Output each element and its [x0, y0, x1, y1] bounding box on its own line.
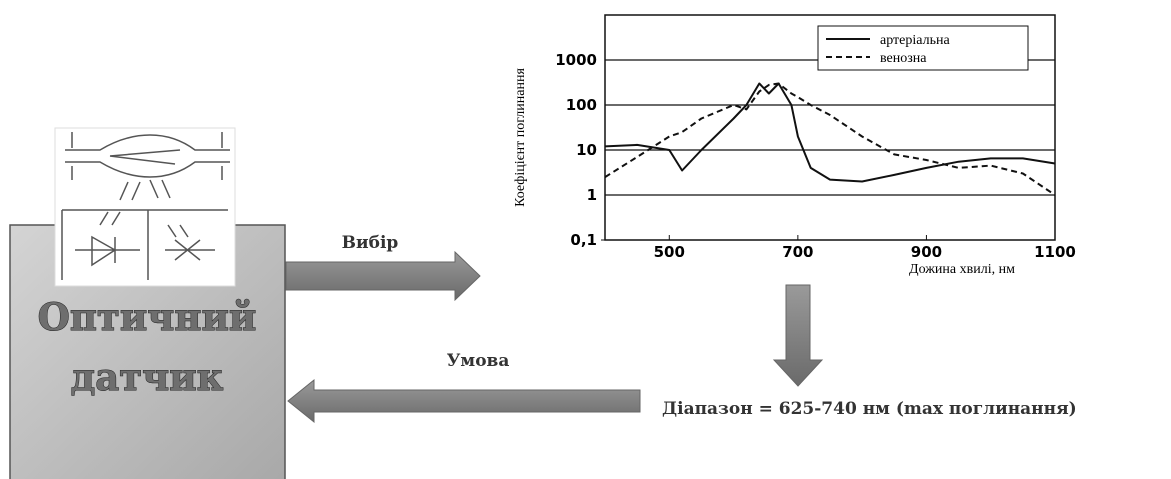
y-tick-label: 1 — [587, 186, 597, 204]
legend-label: артеріальна — [880, 33, 950, 48]
arrow-down — [774, 285, 822, 386]
y-tick-label: 0,1 — [570, 231, 597, 249]
x-tick-label: 500 — [654, 243, 685, 261]
arrow-label: Умова — [447, 351, 510, 371]
arrow-left — [288, 380, 640, 422]
arrow-label: Вибір — [342, 233, 399, 253]
x-tick-label: 700 — [782, 243, 813, 261]
result-text: Діапазон = 625-740 нм (max поглинання) — [662, 399, 1077, 419]
x-tick-label: 1100 — [1034, 243, 1076, 261]
x-axis-label: Дожина хвилі, нм — [909, 262, 1015, 277]
sensor-icon — [55, 128, 235, 286]
y-tick-label: 100 — [566, 96, 597, 114]
arrow-right — [286, 252, 480, 300]
sensor-label: Оптичний — [38, 295, 257, 339]
series-line — [605, 84, 1055, 196]
page: Оптичний датчик Вибір Умова Діапазон = 6… — [0, 0, 1171, 479]
chart: 0,1 1 10 100 1000 500 700 900 1100 Дожина хвилі, … — [513, 15, 1076, 277]
sensor-label: датчик — [71, 355, 224, 399]
x-tick-label: 900 — [911, 243, 942, 261]
y-tick-label: 10 — [576, 141, 597, 159]
y-axis-label: Коефіцієнт поглинання — [513, 68, 528, 207]
legend-label: венозна — [880, 51, 927, 66]
y-tick-label: 1000 — [555, 51, 597, 69]
